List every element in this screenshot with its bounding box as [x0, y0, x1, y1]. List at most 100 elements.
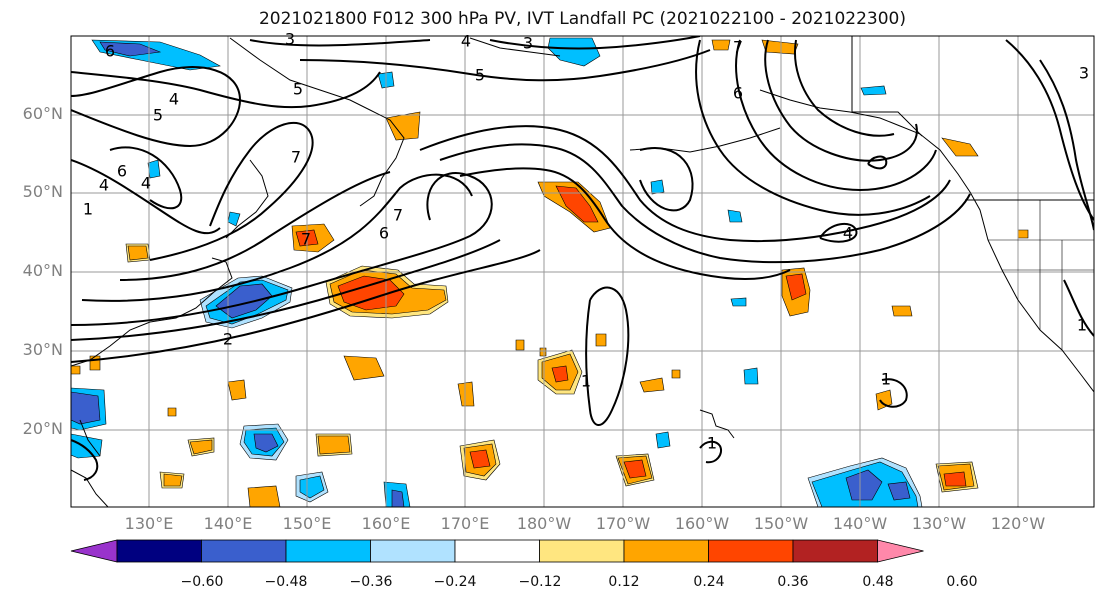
lon-label: 130°W — [911, 514, 967, 533]
shade-region — [71, 433, 103, 459]
lat-label: 20°N — [22, 419, 63, 438]
contour-label: 5 — [153, 106, 163, 125]
contour-label: 4 — [461, 32, 471, 51]
lon-label: 140°E — [203, 514, 253, 533]
contour-label: 2 — [223, 330, 233, 349]
contour-label: 5 — [475, 66, 485, 85]
pv-contour — [249, 39, 431, 47]
coastline — [79, 419, 101, 457]
shade-region — [227, 211, 241, 227]
pv-contour — [149, 122, 314, 261]
shade-region — [127, 245, 149, 261]
coastline — [699, 409, 735, 439]
colorbar-tick-label: −0.12 — [518, 574, 562, 590]
shade-region — [469, 449, 491, 469]
lon-label: 160°W — [674, 514, 730, 533]
coastline — [229, 37, 405, 207]
shade-region — [941, 137, 979, 157]
coastline — [71, 257, 233, 367]
lat-label: 50°N — [22, 182, 63, 201]
country-border — [851, 36, 1094, 201]
shade-region — [551, 365, 569, 383]
pv-contour — [71, 159, 221, 235]
colorbar-segment — [539, 539, 625, 563]
colorbar-tick-label: 0.12 — [608, 574, 640, 590]
shade-region — [247, 485, 281, 507]
colorbar-tick-label: 0.24 — [693, 574, 725, 590]
contour-label: 1 — [1077, 316, 1087, 335]
contour-label: 6 — [379, 224, 389, 243]
pv-contour — [71, 239, 501, 341]
contour-label: 6 — [117, 162, 127, 181]
shade-region — [623, 459, 647, 479]
contour-label: 6 — [733, 84, 743, 103]
lon-label: 140°W — [832, 514, 888, 533]
colorbar-segment — [708, 539, 794, 563]
contour-label: 1 — [83, 200, 93, 219]
colorbar-tick-label: −0.24 — [433, 574, 477, 590]
lon-label: 120°W — [990, 514, 1046, 533]
coastlines — [71, 36, 1094, 507]
shade-region — [547, 37, 601, 67]
shade-region — [943, 471, 967, 487]
shade-region — [743, 367, 759, 385]
shade-region — [385, 111, 421, 141]
contour-label: 4 — [843, 224, 853, 243]
pv-contour — [794, 39, 895, 137]
contour-label: 6 — [105, 42, 115, 61]
shade-region — [671, 369, 681, 379]
lon-label: 160°E — [361, 514, 411, 533]
lat-label: 30°N — [22, 340, 63, 359]
lat-label: 60°N — [22, 104, 63, 123]
contour-label: 4 — [169, 90, 179, 109]
colorbar-tick-label: −0.48 — [264, 574, 308, 590]
pv-contour — [639, 147, 694, 212]
pv-contour — [119, 171, 391, 281]
colorbar-tick-label: −0.60 — [180, 574, 224, 590]
colorbar-tick-label: −0.36 — [349, 574, 393, 590]
shade-region — [711, 39, 731, 51]
pv-contour — [439, 143, 971, 264]
pv-labels: 6 5 4 5 6 7 4 4 3 5 7 6 7 6 4 1 1 1 1 2 … — [83, 30, 1089, 453]
pv-contour — [867, 155, 888, 170]
shade-region — [727, 209, 743, 223]
shade-region — [337, 275, 405, 311]
pv-contour — [489, 36, 701, 50]
contour-label: 5 — [293, 80, 303, 99]
graticule — [71, 36, 1094, 507]
ivt-shading — [71, 37, 1029, 507]
lon-label: 150°W — [753, 514, 809, 533]
colorbar-segment — [116, 539, 202, 563]
pv-contour — [819, 222, 858, 243]
shade-region — [639, 377, 665, 393]
lon-label: 180°W — [516, 514, 572, 533]
colorbar-segment — [370, 539, 456, 563]
pv-contour — [699, 440, 722, 464]
shade-region — [391, 489, 405, 507]
shade-region — [875, 389, 893, 411]
shade-region — [887, 481, 911, 501]
shade-region — [163, 473, 183, 487]
pv-contour — [71, 249, 541, 363]
coastline — [759, 89, 1094, 393]
pv-contour — [695, 39, 931, 216]
shade-region — [89, 355, 101, 371]
shade-region — [845, 469, 883, 501]
state-border — [988, 200, 1094, 350]
shade-region — [317, 435, 351, 455]
coastline — [469, 37, 561, 57]
lon-label: 150°E — [282, 514, 332, 533]
map-area — [71, 36, 1094, 507]
contour-label: 3 — [523, 34, 533, 53]
shade-region — [515, 339, 525, 351]
colorbar-segment — [201, 539, 287, 563]
shade-region — [253, 433, 279, 453]
lon-label: 130°E — [124, 514, 174, 533]
pv-contour — [879, 378, 908, 408]
pv-contour — [71, 439, 99, 481]
shade-region — [595, 333, 607, 347]
contour-label: 1 — [881, 370, 891, 389]
pv-contour — [585, 286, 630, 426]
coastline — [225, 159, 269, 239]
contour-label: 1 — [581, 372, 591, 391]
